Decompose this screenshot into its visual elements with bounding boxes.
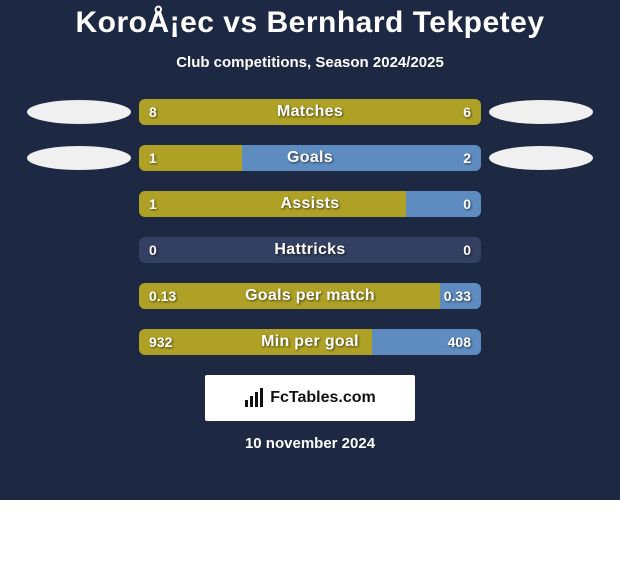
left-player-slot (19, 283, 139, 309)
left-player-slot (19, 329, 139, 355)
stat-rows: 86Matches 12Goals 10Assists 00Hattricks 0.13… (0, 99, 620, 355)
right-player-slot (481, 237, 601, 263)
right-player-slot (481, 329, 601, 355)
stat-label: Goals per match (139, 283, 481, 309)
page-subtitle: Club competitions, Season 2024/2025 (176, 54, 444, 71)
date-label: 10 november 2024 (245, 435, 375, 452)
stat-row: 00Hattricks (0, 237, 620, 263)
stat-label: Hattricks (139, 237, 481, 263)
page-title: KoroÅ¡ec vs Bernhard Tekpetey (75, 6, 544, 40)
stat-label: Goals (139, 145, 481, 171)
branding-text: FcTables.com (270, 389, 376, 407)
chart-icon (244, 388, 264, 408)
stat-label: Assists (139, 191, 481, 217)
right-player-slot (481, 99, 601, 125)
player-ellipse (27, 100, 131, 124)
stat-label: Min per goal (139, 329, 481, 355)
stat-row: 12Goals (0, 145, 620, 171)
stat-row: 10Assists (0, 191, 620, 217)
right-player-slot (481, 283, 601, 309)
left-player-slot (19, 145, 139, 171)
stat-bar: 86Matches (139, 99, 481, 125)
player-ellipse (489, 146, 593, 170)
right-player-slot (481, 145, 601, 171)
stat-bar: 10Assists (139, 191, 481, 217)
stat-row: 86Matches (0, 99, 620, 125)
stat-bar: 00Hattricks (139, 237, 481, 263)
stat-row: 932408Min per goal (0, 329, 620, 355)
stat-label: Matches (139, 99, 481, 125)
stat-bar: 932408Min per goal (139, 329, 481, 355)
comparison-card: KoroÅ¡ec vs Bernhard Tekpetey Club compe… (0, 0, 620, 500)
left-player-slot (19, 191, 139, 217)
branding-box: FcTables.com (205, 375, 415, 421)
player-ellipse (489, 100, 593, 124)
left-player-slot (19, 237, 139, 263)
player-ellipse (27, 146, 131, 170)
stat-row: 0.130.33Goals per match (0, 283, 620, 309)
right-player-slot (481, 191, 601, 217)
stat-bar: 12Goals (139, 145, 481, 171)
stat-bar: 0.130.33Goals per match (139, 283, 481, 309)
left-player-slot (19, 99, 139, 125)
